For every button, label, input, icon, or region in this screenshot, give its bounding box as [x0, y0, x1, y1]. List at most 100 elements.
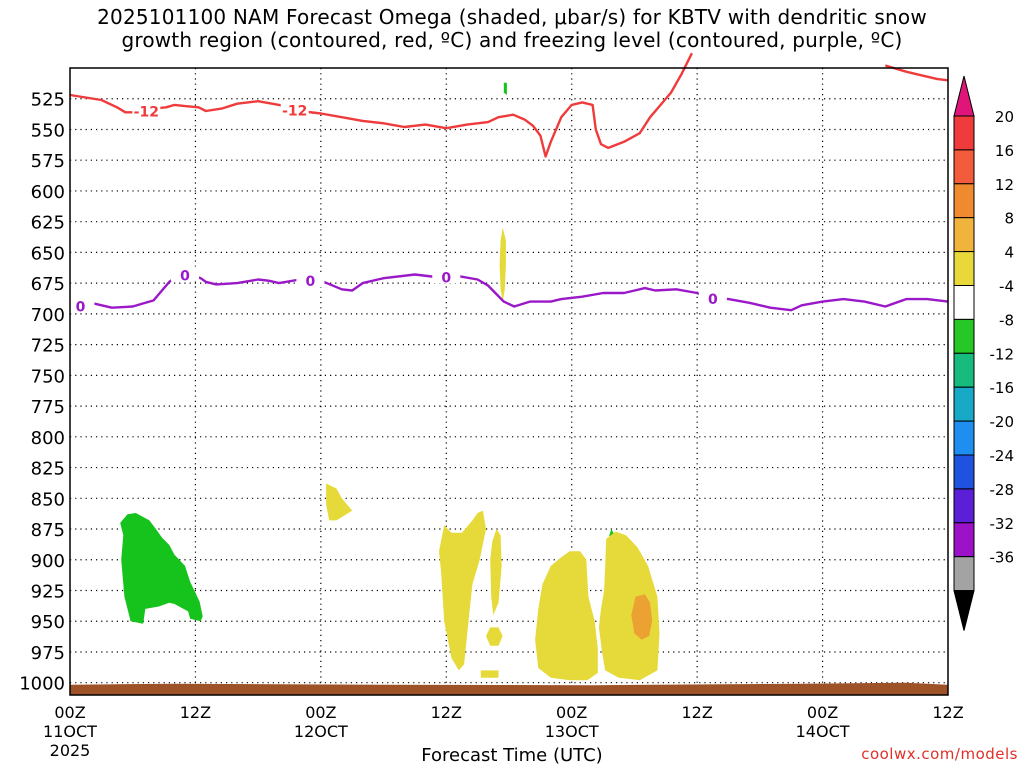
y-tick-label: 800 [31, 428, 65, 449]
contour-lines: -12 -12 0 0 0 0 0 [66, 52, 949, 315]
contour-label: 0 [441, 270, 451, 286]
x-tick-label: 13OCT [545, 722, 599, 741]
x-tick-label: 00Z [305, 703, 336, 722]
y-tick-label: 825 [31, 459, 65, 480]
x-axis-title: Forecast Time (UTC) [421, 745, 603, 766]
title-line-1: 2025101100 NAM Forecast Omega (shaded, μ… [97, 5, 927, 29]
colorbar-label: -20 [990, 413, 1015, 431]
contour-label-bg [280, 101, 309, 117]
y-tick-label: 875 [31, 520, 65, 541]
colorbar-swatch [953, 285, 975, 320]
y-tick-label: 850 [31, 489, 65, 510]
y-tick-label: 625 [31, 213, 65, 234]
colorbar-label: 12 [995, 176, 1014, 194]
contour-label: 0 [708, 292, 718, 308]
y-tick-label: 700 [31, 305, 65, 326]
ground-fill [70, 682, 948, 695]
omega-region [439, 510, 486, 671]
y-tick-label: 750 [31, 366, 65, 387]
y-tick-label: 650 [31, 243, 65, 264]
contour-label-bg [432, 268, 461, 284]
chart-title: 2025101100 NAM Forecast Omega (shaded, μ… [0, 6, 1024, 52]
colorbar-label: 8 [1004, 210, 1014, 228]
contour-line [884, 64, 949, 82]
plot-border [69, 67, 949, 696]
colorbar-swatch [953, 251, 975, 287]
omega-region [480, 670, 499, 678]
colorbar-swatch [953, 488, 975, 524]
colorbar-swatch [953, 454, 975, 490]
colorbar-label: -4 [999, 278, 1014, 296]
x-tick-label: 12OCT [294, 722, 348, 741]
x-tick-label: 12Z [180, 703, 211, 722]
contour-label-bg [66, 297, 95, 313]
x-tick-label: 12Z [932, 703, 963, 722]
colorbar-label: -24 [990, 447, 1015, 465]
omega-region [490, 529, 502, 616]
ground-layer [70, 682, 948, 695]
x-tick-label: 00Z [807, 703, 838, 722]
title-line-2: growth region (contoured, red, ºC) and f… [121, 28, 903, 52]
credit-link[interactable]: coolwx.com/models [861, 745, 1018, 763]
omega-region [486, 627, 503, 646]
contour-line [69, 273, 949, 312]
omega-shading [120, 82, 660, 681]
contour-label-bg [296, 272, 325, 288]
colorbar-swatch [953, 352, 975, 388]
y-tick-label: 975 [31, 643, 65, 664]
y-tick-label: 675 [31, 274, 65, 295]
x-tick-label: 12Z [431, 703, 462, 722]
omega-region [535, 551, 598, 681]
y-axis-tick-labels: 525 550 575 600 625 650 675 700 725 750 775 800 825 8… [19, 90, 65, 695]
colorbar-swatch [953, 420, 975, 456]
colorbar-label: 4 [1004, 244, 1014, 262]
colorbar-swatch [953, 217, 975, 253]
y-tick-label: 925 [31, 582, 65, 603]
colorbar-swatch [953, 386, 975, 422]
plot-frame [69, 67, 949, 696]
colorbar-label: 20 [995, 108, 1014, 126]
contour-label: 0 [306, 274, 316, 290]
grid [70, 68, 948, 695]
colorbar-label: -12 [990, 345, 1015, 363]
colorbar-swatch [953, 183, 975, 219]
colorbar-label: -16 [990, 379, 1015, 397]
x-tick-label: 11OCT [43, 722, 97, 741]
x-tick-label: 12Z [681, 703, 712, 722]
y-tick-label: 775 [31, 397, 65, 418]
colorbar-top-arrow [953, 75, 975, 117]
x-tick-label: 2025 [50, 741, 91, 760]
colorbar-swatch [953, 522, 975, 558]
colorbar-bottom-arrow [953, 590, 975, 631]
y-tick-label: 725 [31, 336, 65, 357]
contour-label-bg [170, 266, 199, 282]
omega-region [499, 227, 506, 302]
y-tick-label: 575 [31, 151, 65, 172]
omega-region [631, 594, 653, 640]
y-tick-label: 1000 [19, 674, 65, 695]
colorbar-swatch [953, 115, 975, 151]
contour-label: -12 [134, 104, 159, 120]
y-tick-label: 600 [31, 182, 65, 203]
x-tick-label: 00Z [54, 703, 85, 722]
colorbar-swatch [953, 318, 975, 354]
colorbar-swatch [953, 149, 975, 185]
colorbar-label: -28 [990, 481, 1015, 499]
omega-region [326, 483, 353, 521]
y-tick-label: 950 [31, 612, 65, 633]
x-tick-label: 00Z [556, 703, 587, 722]
colorbar-swatch [953, 556, 975, 592]
colorbar: 20 16 12 8 4 -4 -8 -12 -16 -20 -24 -28 -32 -36 [953, 75, 1015, 631]
colorbar-label: 16 [995, 142, 1014, 160]
omega-region [503, 82, 507, 95]
x-tick-label: 14OCT [796, 722, 850, 741]
contour-label: 0 [76, 299, 86, 315]
contour-line [69, 52, 693, 158]
contour-label-bg [698, 290, 727, 306]
colorbar-label: -32 [990, 515, 1015, 533]
contour-label: -12 [282, 103, 307, 119]
omega-region [598, 531, 660, 681]
y-tick-label: 550 [31, 120, 65, 141]
